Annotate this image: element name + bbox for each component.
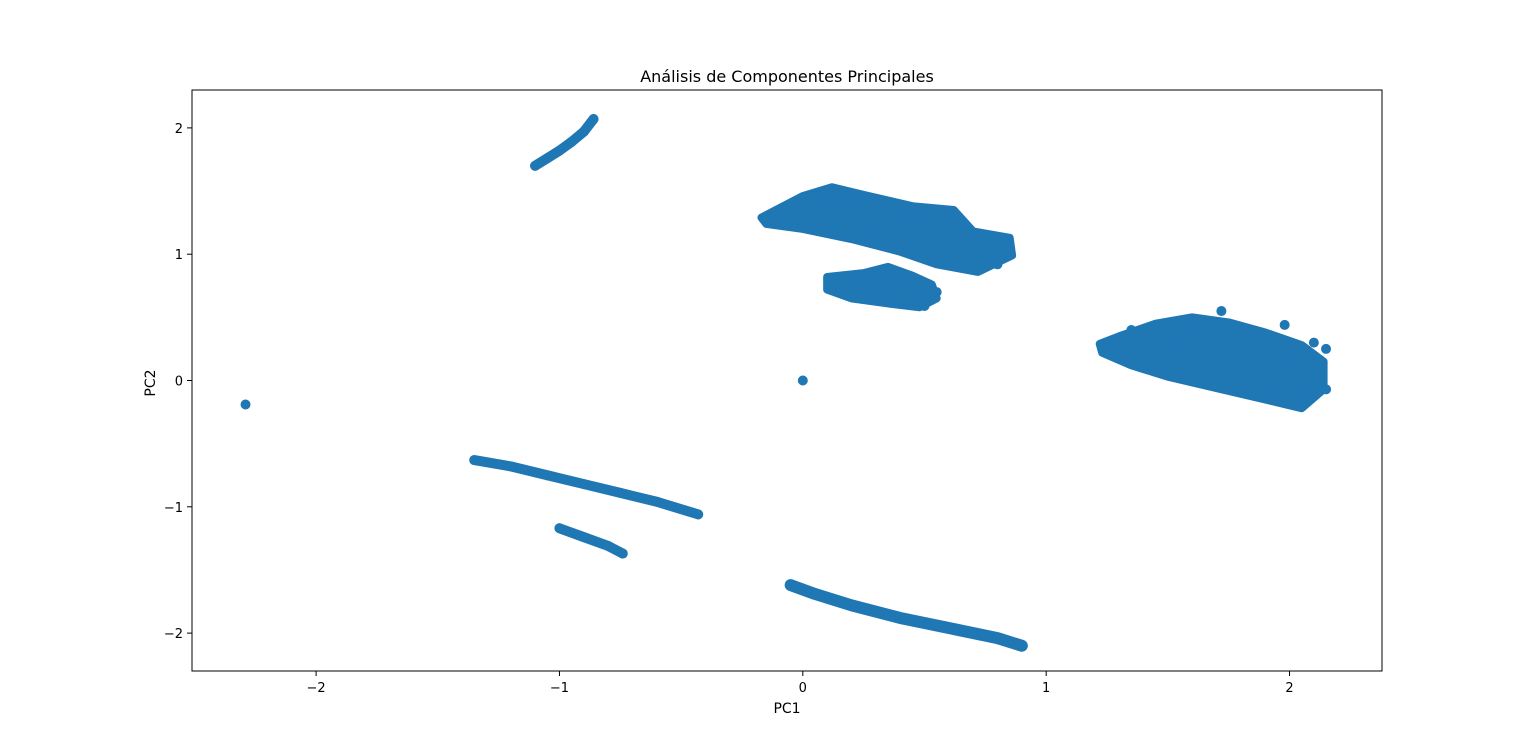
x-axis-ticks: −2 −1 0 1 2 <box>307 671 1294 696</box>
data-point <box>895 612 906 623</box>
data-point <box>1199 318 1210 329</box>
data-point <box>931 287 942 298</box>
data-point <box>822 217 833 228</box>
data-point <box>1126 324 1137 335</box>
data-point <box>1284 356 1295 367</box>
data-point <box>907 276 918 287</box>
data-point <box>1279 319 1290 330</box>
data-point <box>1235 337 1246 348</box>
y-axis-label: PC2 <box>143 369 159 396</box>
data-point <box>1114 347 1125 358</box>
data-point <box>578 479 589 490</box>
y-tick-label: −2 <box>164 627 183 642</box>
x-tick-label: −1 <box>550 681 569 696</box>
data-point <box>834 287 845 298</box>
data-point <box>240 399 251 410</box>
data-point <box>1296 394 1307 405</box>
data-point <box>1211 362 1222 373</box>
x-tick-label: 2 <box>1285 681 1293 696</box>
data-point <box>1150 322 1161 333</box>
data-point <box>858 196 869 207</box>
data-point <box>1308 369 1319 380</box>
data-point <box>834 186 845 197</box>
data-point <box>1102 337 1113 348</box>
data-point <box>907 211 918 222</box>
data-point <box>603 540 614 551</box>
data-point <box>1187 331 1198 342</box>
data-point <box>797 201 808 212</box>
data-point <box>992 633 1003 644</box>
data-point <box>615 487 626 498</box>
data-point <box>1248 375 1259 386</box>
data-point <box>797 375 808 386</box>
data-point <box>895 295 906 306</box>
data-point <box>943 208 954 219</box>
cluster-right-blob <box>1095 313 1328 413</box>
data-point <box>505 461 516 472</box>
data-points <box>240 114 1332 651</box>
data-point <box>882 201 893 212</box>
data-point <box>1321 343 1332 354</box>
data-point <box>617 548 628 559</box>
data-point <box>919 293 930 304</box>
chart-title: Análisis de Componentes Principales <box>640 67 934 86</box>
data-point <box>943 623 954 634</box>
data-point <box>542 470 553 481</box>
data-point <box>761 212 772 223</box>
data-point <box>846 201 857 212</box>
data-point <box>554 523 565 534</box>
data-point <box>809 588 820 599</box>
data-point <box>1175 340 1186 351</box>
y-tick-label: 2 <box>175 122 183 137</box>
data-point <box>931 206 942 217</box>
x-tick-label: −2 <box>307 681 326 696</box>
data-point <box>542 153 553 164</box>
data-point <box>1016 640 1027 651</box>
y-axis-ticks: −2 −1 0 1 2 <box>164 122 192 642</box>
data-point <box>931 239 942 250</box>
data-point <box>980 234 991 245</box>
data-point <box>785 580 796 591</box>
data-point <box>651 496 662 507</box>
data-point <box>919 300 930 311</box>
data-point <box>566 136 577 147</box>
data-point <box>955 227 966 238</box>
data-point <box>992 259 1003 270</box>
data-point <box>554 145 565 156</box>
data-point <box>809 191 820 202</box>
data-point <box>870 220 881 231</box>
data-point <box>1321 384 1332 395</box>
data-point <box>870 287 881 298</box>
data-point <box>530 160 541 171</box>
data-point <box>469 455 480 466</box>
y-tick-label: 1 <box>175 248 183 263</box>
cluster-lower-left-short-line <box>554 523 628 559</box>
data-point <box>1162 356 1173 367</box>
y-tick-label: 0 <box>175 375 183 390</box>
data-point <box>578 126 589 137</box>
data-point <box>955 251 966 262</box>
data-point <box>858 275 869 286</box>
data-point <box>827 274 838 285</box>
data-point <box>878 265 889 276</box>
data-point <box>846 600 857 611</box>
x-tick-label: 1 <box>1042 681 1050 696</box>
data-point <box>578 532 589 543</box>
data-point <box>1216 306 1227 317</box>
x-tick-label: 0 <box>799 681 807 696</box>
data-point <box>588 114 599 125</box>
cluster-upper-center-blob <box>757 183 1017 276</box>
data-point <box>693 509 704 520</box>
data-point <box>907 234 918 245</box>
data-point <box>1308 337 1319 348</box>
data-point <box>1260 350 1271 361</box>
data-point <box>1272 381 1283 392</box>
x-axis-label: PC1 <box>773 701 800 717</box>
y-tick-label: −1 <box>164 501 183 516</box>
data-point <box>1004 249 1015 260</box>
